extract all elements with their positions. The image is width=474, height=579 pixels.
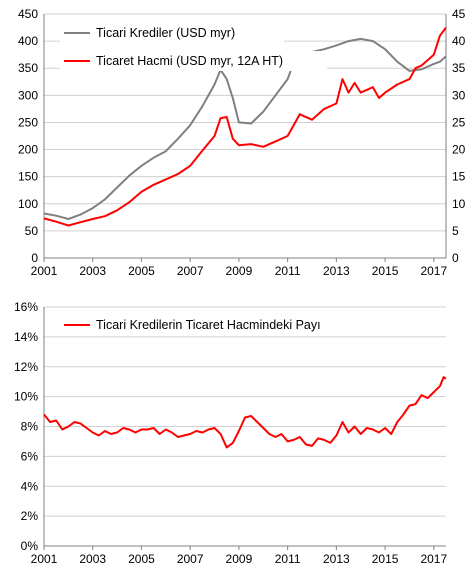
- chart-loan-share-of-trade-volume: 0% 2% 4% 6% 8% 10% 12% 14% 16% 2001 2003 2005 2007 20…: [14, 300, 448, 566]
- right-axis-tick-label: 20: [452, 143, 466, 157]
- left-axis-tick-label: 50: [25, 224, 39, 238]
- chart-commercial-loans-vs-trade-volume: 0 50 100 150 200 250 300 350 400 450 0 5 10 15 20 25 30 3…: [18, 7, 466, 278]
- left-axis-tick-label: 200: [18, 143, 38, 157]
- legend-background: [60, 315, 400, 335]
- left-axis-tick-label: 100: [18, 197, 38, 211]
- left-axis-tick-label: 0: [31, 251, 38, 265]
- left-axis-tick-label: 450: [18, 7, 38, 21]
- legend-background: [60, 51, 328, 71]
- x-axis-tick-label: 2007: [177, 552, 204, 566]
- x-axis-tick-label: 2015: [372, 264, 399, 278]
- x-axis-tick-label: 2015: [372, 552, 399, 566]
- series-line-2: [43, 26, 447, 227]
- left-axis-tick-label: 6%: [21, 449, 39, 463]
- x-axis-tick-label: 2017: [420, 552, 447, 566]
- right-axis-tick-label: 45: [452, 7, 466, 21]
- left-axis-tick-label: 14%: [14, 330, 38, 344]
- left-axis-tick-label: 0%: [21, 539, 39, 553]
- x-axis-tick-label: 2009: [226, 264, 253, 278]
- x-axis-tick-label: 2001: [31, 264, 58, 278]
- x-axis-tick-label: 2009: [226, 552, 253, 566]
- left-axis-tick-label: 10%: [14, 390, 38, 404]
- left-axis-tick-label: 300: [18, 88, 38, 102]
- x-axis-tick-label: 2013: [323, 552, 350, 566]
- legend-background: [60, 23, 284, 43]
- right-axis-tick-label: 15: [452, 170, 466, 184]
- x-axis-tick-label: 2011: [275, 264, 301, 278]
- right-axis-tick-label: 30: [452, 88, 466, 102]
- left-axis-tick-label: 150: [18, 170, 38, 184]
- left-axis-tick-label: 400: [18, 34, 38, 48]
- right-axis-tick-label: 0: [452, 251, 459, 265]
- left-axis-tick-label: 16%: [14, 300, 38, 314]
- x-axis-tick-label: 2005: [128, 552, 155, 566]
- left-axis-tick-label: 8%: [21, 420, 39, 434]
- x-axis-tick-label: 2011: [275, 552, 301, 566]
- left-axis-tick-label: 250: [18, 115, 38, 129]
- right-axis-tick-label: 10: [452, 197, 466, 211]
- x-axis-tick-label: 2017: [420, 264, 447, 278]
- series-line-1: [43, 376, 447, 449]
- right-axis-tick-label: 5: [452, 224, 459, 238]
- x-axis-tick-label: 2007: [177, 264, 204, 278]
- x-axis-tick-label: 2003: [79, 552, 106, 566]
- right-axis-tick-label: 25: [452, 115, 466, 129]
- x-axis-tick-label: 2005: [128, 264, 155, 278]
- right-axis-tick-label: 40: [452, 34, 466, 48]
- x-axis-tick-label: 2013: [323, 264, 350, 278]
- right-axis-tick-label: 35: [452, 61, 466, 75]
- legend-label: Ticari Kredilerin Ticaret Hacmindeki Pay…: [96, 318, 321, 332]
- left-axis-tick-label: 350: [18, 61, 38, 75]
- x-axis-tick-label: 2003: [79, 264, 106, 278]
- series-line-1: [43, 37, 447, 220]
- left-axis-tick-label: 2%: [21, 509, 39, 523]
- legend-label: Ticaret Hacmi (USD myr, 12A HT): [96, 54, 283, 68]
- x-axis-tick-label: 2001: [31, 552, 58, 566]
- left-axis-tick-label: 4%: [21, 479, 39, 493]
- left-axis-tick-label: 12%: [14, 360, 38, 374]
- legend-label: Ticari Krediler (USD myr): [96, 26, 235, 40]
